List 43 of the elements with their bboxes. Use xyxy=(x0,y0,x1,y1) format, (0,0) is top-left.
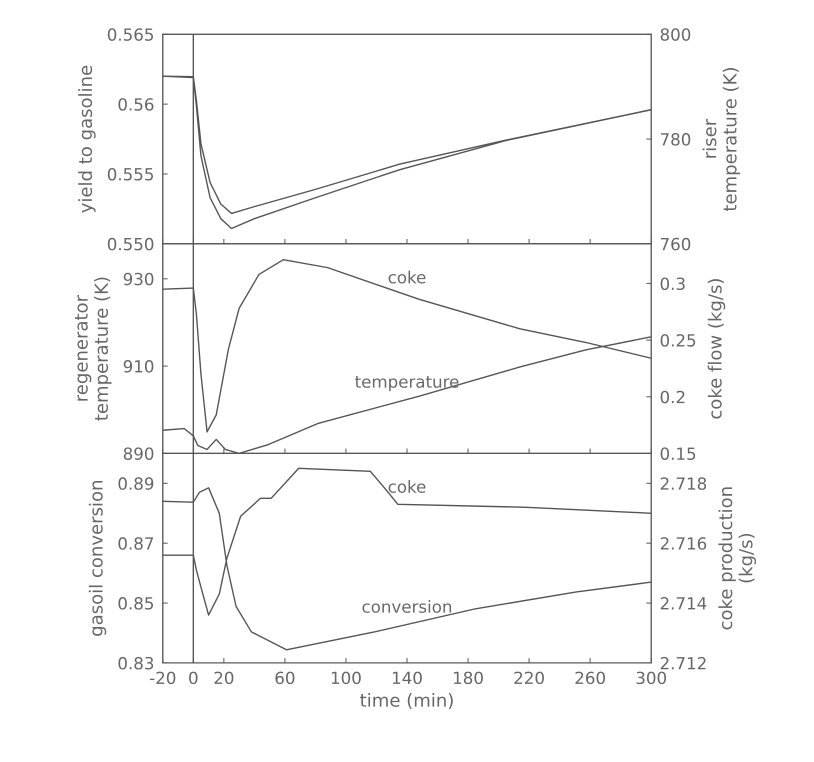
x-tick-label: 220 xyxy=(514,672,544,684)
series-label: conversion xyxy=(362,600,452,613)
y2-tick-label: 0.25 xyxy=(660,334,696,347)
y2-axis-title: coke production (kg/s) xyxy=(718,487,756,630)
x-tick-label: -20 xyxy=(150,672,176,684)
x-tick-label: 260 xyxy=(575,672,605,684)
y-tick-label: 890 xyxy=(124,447,154,460)
y2-tick-label: 800 xyxy=(660,28,690,41)
y2-tick-label: 0.3 xyxy=(660,277,685,290)
y2-axis-title: riser temperature (K) xyxy=(702,68,740,212)
x-tick-label: 0 xyxy=(189,672,198,684)
y-axis-title: gasoil conversion xyxy=(88,481,106,636)
y-tick-label: 0.565 xyxy=(108,28,154,41)
y-axis-title: regenerator temperature (K) xyxy=(74,278,112,421)
y2-tick-label: 2.718 xyxy=(660,477,706,490)
y-tick-label: 0.83 xyxy=(118,656,154,670)
x-tick-label: 20 xyxy=(214,672,234,684)
y-tick-label: 0.56 xyxy=(118,98,154,111)
y-tick-label: 910 xyxy=(124,360,154,373)
x-tick-label: 300 xyxy=(636,672,666,684)
series-label: temperature xyxy=(355,376,458,392)
series-label: coke xyxy=(388,480,426,493)
x-tick-label: 100 xyxy=(332,672,361,684)
y2-axis-title: coke flow (kg/s) xyxy=(708,279,726,419)
y-tick-label: 0.85 xyxy=(118,597,154,610)
y2-tick-label: 0.15 xyxy=(660,447,696,460)
x-tick-label: 140 xyxy=(392,672,422,684)
x-tick-label: 180 xyxy=(454,672,483,684)
y2-tick-label: 780 xyxy=(660,133,690,146)
y-axis-title: yield to gasoline xyxy=(78,66,96,213)
x-axis-title: time (min) xyxy=(360,692,453,710)
y2-tick-label: 2.714 xyxy=(660,597,706,610)
y2-tick-label: 2.716 xyxy=(660,537,706,550)
x-tick-label: 60 xyxy=(275,672,294,684)
y-tick-label: 0.550 xyxy=(108,238,154,250)
y-tick-label: 0.555 xyxy=(108,168,154,181)
y-tick-label: 0.89 xyxy=(118,477,154,490)
y2-tick-label: 2.712 xyxy=(660,656,706,670)
y2-tick-label: 0.2 xyxy=(660,390,684,404)
y-tick-label: 930 xyxy=(124,272,154,286)
y2-tick-label: 760 xyxy=(660,238,690,250)
y-tick-label: 0.87 xyxy=(118,537,154,550)
series-label: coke xyxy=(388,270,426,284)
